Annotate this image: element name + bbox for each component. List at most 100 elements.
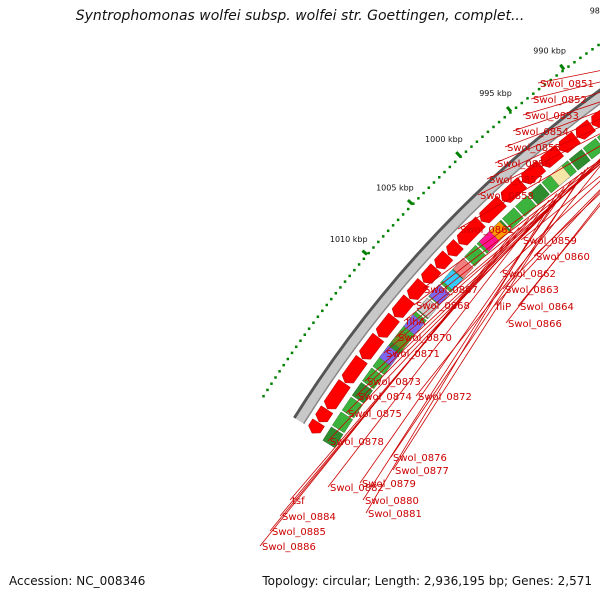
gene-label: Swol_0855 [507,143,561,154]
reverse-gene-purple [379,345,400,367]
minor-tick-dot [432,181,436,184]
scale-tick-label: 1010 kbp [330,235,368,244]
scale-tick-label: 995 kbp [479,89,512,98]
forward-gene-arrow [456,216,486,246]
gene-label: Swol_0882 [330,483,384,494]
gene-leader-line [530,81,600,100]
minor-tick-dot [401,213,405,216]
gene-leader-line [362,186,565,501]
major-tick [505,105,513,113]
forward-gene-arrow [341,354,368,384]
minor-tick-dot [543,83,547,86]
minor-tick-dot [497,120,501,124]
gene-label: Swol_0861 [460,225,514,236]
backbone-track [293,88,600,425]
gene-label: Swol_0857 [489,175,543,186]
minor-tick-dot [470,145,473,148]
minor-tick-dot [343,280,347,283]
forward-gene-arrow [591,109,600,128]
minor-tick-dot [396,218,400,222]
gene-leader-line [365,193,558,514]
minor-tick-dot [270,382,273,385]
reverse-gene-purple [428,284,450,306]
minor-tick-dot [353,268,356,272]
minor-tick-dot [437,176,441,179]
gene-leader-line [493,190,600,307]
minor-tick-dot [325,303,329,307]
reverse-gene-block [515,195,537,217]
gene-label: Swol_0853 [525,111,579,122]
gene-label: Swol_0886 [262,542,316,553]
backbone-band [295,92,600,424]
gene-leader-line [259,236,510,547]
minor-tick-dot [282,363,285,367]
scale-tick-label: 1005 kbp [376,184,414,193]
gene-leader-line [421,159,600,290]
gene-leader-line [395,163,600,338]
gene-label: Swol_0851 [540,79,594,90]
minor-ticks [262,43,600,398]
minor-tick-dot [299,339,302,343]
minor-tick-dot [406,207,410,211]
minor-tick-dot [362,257,366,261]
minor-tick-dot [573,60,576,64]
gene-label: Swol_0884 [282,512,336,523]
minor-tick-dot [503,116,506,119]
gene-label: Swol_0872 [418,392,472,403]
minor-tick-dot [585,52,588,55]
minor-tick-dot [567,65,570,68]
reverse-gene-gray [417,297,439,319]
minor-tick-dot [597,43,600,47]
genome-summary-text: Topology: circular; Length: 2,936,195 bp… [262,574,592,588]
gene-leader-line [499,180,600,274]
gene-leader-line [327,199,550,488]
major-tick [455,151,462,158]
minor-tick-dot [307,327,311,330]
minor-tick-dot [475,140,479,143]
gene-label: tsf [292,496,305,507]
minor-tick-dot [316,315,320,319]
forward-strand-genes [308,109,600,434]
gene-label: Swol_0862 [502,269,556,280]
reverse-gene-block [341,396,363,419]
gene-label: Swol_0880 [365,496,419,507]
minor-tick-dot [561,69,564,73]
major-tick [406,198,414,206]
gene-label: Swol_0856 [497,159,551,170]
gene-leader-line [486,126,600,180]
gene-label: Swol_0875 [348,409,402,420]
gene-leader-line [359,180,572,484]
gene-label: Swol_0881 [368,509,422,520]
minor-tick-dot [381,235,385,238]
minor-tick-dot [448,165,452,169]
gene-label: Swol_0858 [480,191,534,202]
reverse-gene-block [502,207,524,230]
minor-tick-dot [377,240,380,244]
forward-gene-arrow [479,195,507,224]
gene-leader-line [520,175,600,241]
reverse-gene-pale-yellow [549,165,571,187]
minor-tick-dot [294,345,298,349]
reverse-gene-olive [391,329,412,351]
gene-leader-line [477,133,600,196]
accession-text: Accession: NC_008346 [9,574,146,588]
minor-tick-dot [492,125,495,129]
minor-tick-dot [549,78,553,82]
minor-tick-dot [526,97,529,100]
gene-leader-line [494,118,600,164]
minor-tick-dot [262,394,265,398]
reverse-gene-block [582,138,600,160]
major-tick [361,249,368,256]
gene-leader-line [392,169,586,471]
minor-tick-dot [266,388,269,392]
forward-gene-arrow [359,332,385,360]
gene-leader-line [505,202,600,324]
minor-tick-dot [579,56,582,60]
reverse-gene-block [596,134,600,142]
minor-tick-dot [481,135,484,138]
forward-gene-arrow [446,239,464,257]
forward-gene-arrow [375,312,400,338]
scale-tick-label: 990 kbp [533,46,566,55]
